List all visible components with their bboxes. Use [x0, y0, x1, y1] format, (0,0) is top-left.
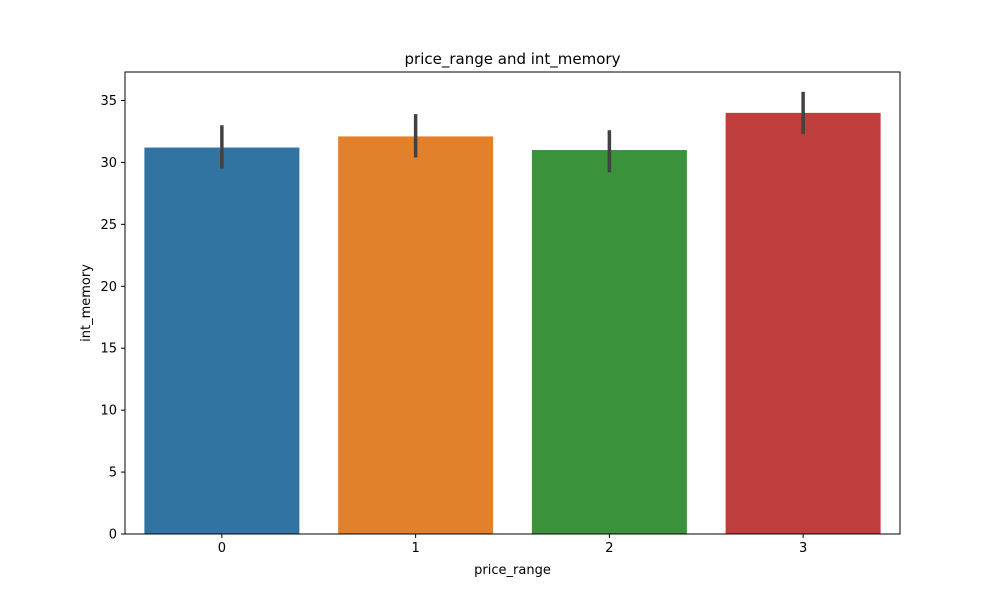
y-axis: 0 5 10 15 20 25 30 35	[100, 94, 125, 543]
y-tick-label: 5	[109, 466, 117, 481]
y-tick-label: 20	[100, 280, 117, 295]
bar-0	[144, 147, 300, 534]
x-tick-label: 0	[218, 541, 226, 556]
y-tick-label: 25	[100, 218, 117, 233]
x-axis-label: price_range	[474, 563, 551, 578]
bars-layer	[144, 112, 881, 534]
bar-3	[725, 112, 881, 534]
chart-title: price_range and int_memory	[405, 50, 621, 69]
bar-1	[338, 136, 494, 534]
y-tick-label: 10	[100, 404, 117, 419]
bar-2	[531, 150, 687, 534]
plot-frame	[124, 71, 901, 535]
y-tick-label: 15	[100, 342, 117, 357]
x-tick-label: 2	[605, 541, 613, 556]
x-tick-label: 1	[411, 541, 419, 556]
error-bars-layer	[220, 91, 805, 173]
y-tick-label: 0	[109, 528, 117, 543]
y-tick-label: 30	[100, 156, 117, 171]
y-tick-label: 35	[100, 94, 117, 109]
y-axis-label: int_memory	[79, 264, 94, 342]
x-tick-label: 3	[799, 541, 807, 556]
x-axis: 0 1 2 3	[218, 534, 807, 556]
